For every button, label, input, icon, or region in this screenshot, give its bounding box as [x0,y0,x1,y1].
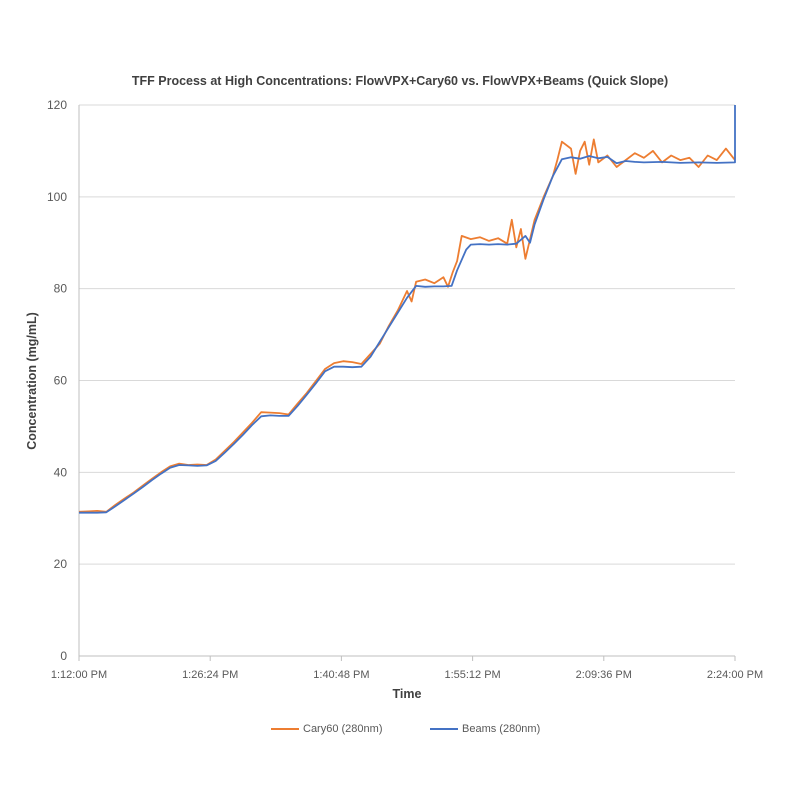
legend-swatch-cary60 [271,728,299,730]
x-tick-label: 2:24:00 PM [707,669,763,681]
gridlines [79,104,735,565]
x-tick-label: 1:26:24 PM [182,669,238,681]
y-tick-label: 40 [54,465,68,479]
x-tick-label: 1:40:48 PM [313,669,369,681]
x-tick-label: 2:09:36 PM [576,669,632,681]
series-line-cary60 [78,138,736,513]
y-tick-label: 100 [47,190,67,204]
y-axis-label: Concentration (mg/mL) [25,312,39,450]
legend-swatch-beams [430,728,458,730]
chart-title: TFF Process at High Concentrations: Flow… [131,74,669,88]
series-lines [78,105,736,514]
x-axis-label: Time [393,687,422,701]
legend-label: Beams (280nm) [462,723,541,735]
legend-item-beams: Beams (280nm) [430,723,540,735]
x-tick-label: 1:55:12 PM [444,669,500,681]
legend-label: Cary60 (280nm) [303,723,383,735]
series-line-beams [79,105,736,514]
y-tick-label: 20 [54,557,68,571]
y-tick-label: 0 [60,649,67,663]
y-tick-label: 60 [54,374,68,388]
x-tick-label: 1:12:00 PM [51,669,107,681]
legend-item-cary60: Cary60 (280nm) [271,723,382,735]
axes: 0 20 40 60 80 100 120 1:12:00 PM 1:26:24 PM 1:40:… [47,98,763,681]
y-tick-label: 80 [54,282,68,296]
y-tick-label: 120 [47,98,67,112]
